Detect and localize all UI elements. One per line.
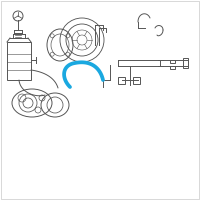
Bar: [118, 77, 125, 84]
Bar: [7, 42, 31, 80]
Bar: [170, 66, 175, 69]
Bar: [183, 58, 188, 68]
Bar: [133, 77, 140, 84]
Bar: [170, 60, 175, 63]
